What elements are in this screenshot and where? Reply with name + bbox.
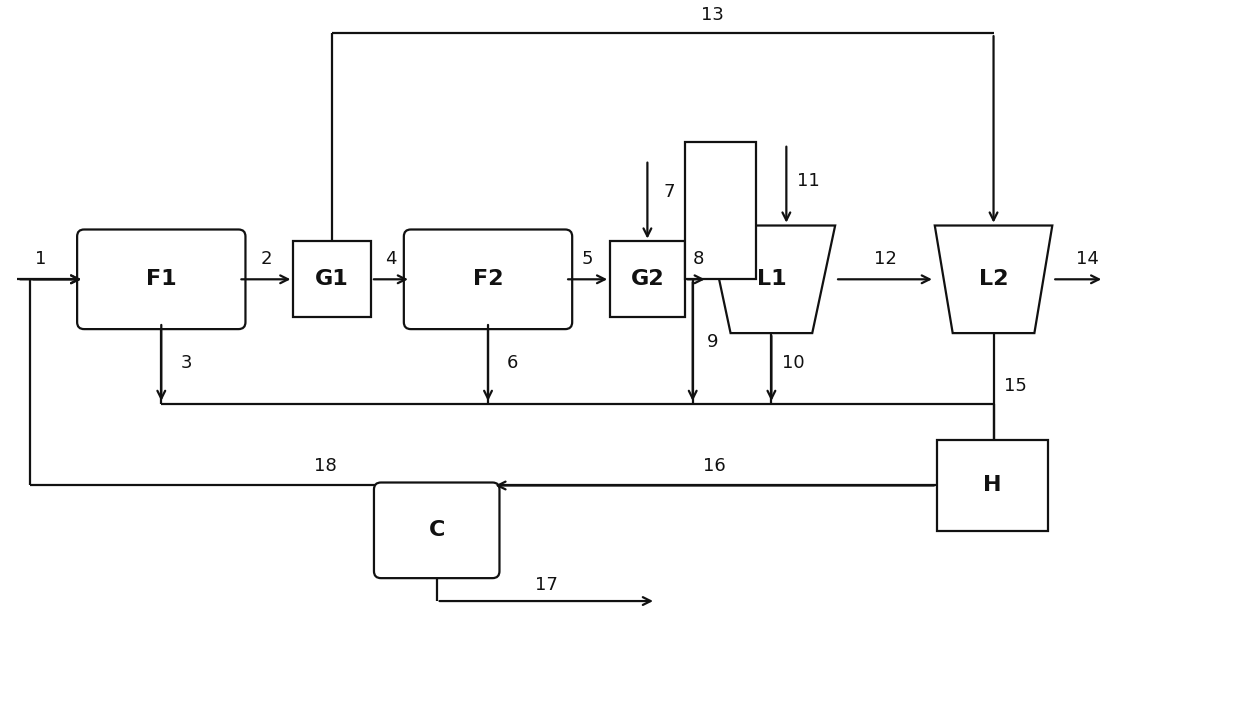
Text: 5: 5: [582, 251, 593, 268]
Polygon shape: [934, 226, 1052, 333]
Text: L1: L1: [757, 269, 787, 289]
FancyBboxPatch shape: [610, 241, 685, 317]
FancyBboxPatch shape: [374, 483, 499, 578]
Text: 10: 10: [782, 354, 804, 373]
Text: 14: 14: [1075, 251, 1099, 268]
Text: G2: G2: [631, 269, 664, 289]
FancyBboxPatch shape: [294, 241, 370, 317]
FancyBboxPatch shape: [77, 229, 245, 329]
Text: 2: 2: [260, 251, 271, 268]
Bar: [685, 142, 757, 279]
Text: 16: 16: [704, 456, 726, 475]
Text: 12: 12: [873, 251, 896, 268]
Polygon shape: [707, 226, 835, 333]
Text: 7: 7: [664, 183, 675, 201]
Text: G1: G1: [315, 269, 349, 289]
Text: 11: 11: [797, 171, 820, 190]
Text: 1: 1: [35, 251, 46, 268]
Text: 3: 3: [181, 354, 192, 372]
FancyBboxPatch shape: [404, 229, 572, 329]
Text: 15: 15: [1004, 378, 1027, 396]
Text: C: C: [429, 521, 445, 540]
Text: L2: L2: [979, 269, 1009, 289]
Text: F2: F2: [473, 269, 503, 289]
FancyBboxPatch shape: [937, 440, 1048, 531]
Text: 4: 4: [385, 251, 396, 268]
Text: 6: 6: [507, 354, 519, 372]
Text: F1: F1: [146, 269, 177, 289]
Text: 18: 18: [313, 456, 337, 475]
Text: H: H: [984, 476, 1002, 496]
Text: 8: 8: [693, 251, 704, 268]
Text: 17: 17: [535, 576, 558, 594]
Text: 13: 13: [701, 6, 724, 24]
Text: 9: 9: [707, 333, 719, 351]
